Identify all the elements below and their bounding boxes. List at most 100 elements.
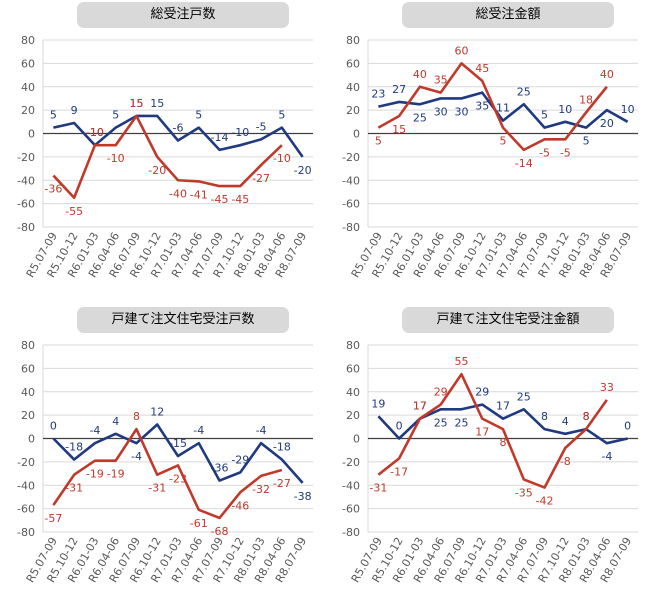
y-tick-label: 20 bbox=[346, 409, 360, 422]
data-label-series-2: -40 bbox=[169, 187, 187, 200]
data-label-series-1: 25 bbox=[413, 111, 427, 124]
line-chart: -80-60-40-20020406080R5.07-09R5.10-12R6.… bbox=[17, 34, 313, 280]
data-label-series-2: -46 bbox=[231, 499, 249, 512]
data-label-series-1: -4 bbox=[131, 450, 142, 463]
data-label-series-1: 27 bbox=[392, 83, 406, 96]
data-label-series-2: -45 bbox=[231, 193, 249, 206]
data-label-series-1: 15 bbox=[129, 97, 143, 110]
data-label-series-2: -10 bbox=[107, 152, 125, 165]
y-tick-label: 0 bbox=[353, 128, 360, 141]
y-tick-label: 0 bbox=[28, 128, 35, 141]
data-label-series-2: 8 bbox=[583, 410, 590, 423]
data-label-series-2: -32 bbox=[252, 483, 270, 496]
data-label-series-1: 5 bbox=[112, 109, 119, 122]
y-tick-label: 20 bbox=[21, 409, 35, 422]
line-chart: -80-60-40-20020406080R5.07-09R5.10-12R6.… bbox=[342, 34, 638, 280]
data-label-series-2: -5 bbox=[560, 146, 571, 159]
series-line-1 bbox=[378, 91, 629, 129]
line-chart: -80-60-40-20020406080R5.07-09R5.10-12R6.… bbox=[342, 339, 638, 585]
y-tick-label: 80 bbox=[346, 339, 360, 352]
data-label-series-1: 15 bbox=[150, 97, 164, 110]
chart-title: 戸建て注文住宅受注戸数 bbox=[77, 307, 289, 333]
data-label-series-1: -18 bbox=[65, 441, 83, 454]
data-label-series-2: -10 bbox=[273, 152, 291, 165]
data-label-series-2: -19 bbox=[86, 468, 104, 481]
y-tick-label: 20 bbox=[21, 104, 35, 117]
y-tick-label: 40 bbox=[346, 81, 360, 94]
y-tick-label: -80 bbox=[342, 221, 360, 234]
chart-panel-custom-house-amount: 戸建て注文住宅受注金額 -80 -60 -40 -20 0 20 40 60 80 R5.07-0… bbox=[325, 305, 650, 610]
data-label-series-2: -61 bbox=[190, 517, 208, 530]
data-label-series-1: 8 bbox=[583, 410, 590, 423]
series-line-2 bbox=[377, 62, 608, 152]
chart-title: 総受注戸数 bbox=[77, 2, 289, 28]
data-label-series-1: 12 bbox=[150, 405, 164, 418]
data-label-series-2: -35 bbox=[515, 486, 533, 499]
y-tick-label: 60 bbox=[346, 362, 360, 375]
data-label-series-2: 15 bbox=[129, 97, 143, 110]
y-tick-label: -60 bbox=[17, 503, 35, 516]
data-label-series-2: -20 bbox=[148, 164, 166, 177]
data-label-series-2: -68 bbox=[211, 525, 229, 538]
data-label-series-1: -29 bbox=[231, 453, 249, 466]
y-tick-label: -40 bbox=[342, 174, 360, 187]
data-label-series-2: 17 bbox=[413, 400, 427, 413]
line-chart: -80-60-40-20020406080R5.07-09R5.10-12R6.… bbox=[17, 339, 313, 585]
data-label-series-2: -45 bbox=[211, 193, 229, 206]
data-label-series-1: 10 bbox=[558, 103, 572, 116]
data-label-series-1: 11 bbox=[496, 102, 510, 115]
data-label-series-1: 8 bbox=[541, 410, 548, 423]
data-label-series-2: -31 bbox=[148, 482, 166, 495]
data-label-series-2: -8 bbox=[560, 455, 571, 468]
series-line-2 bbox=[52, 114, 283, 200]
data-label-series-1: -10 bbox=[231, 126, 249, 139]
data-label-series-1: 5 bbox=[583, 135, 590, 148]
y-tick-label: 40 bbox=[21, 81, 35, 94]
y-tick-label: 40 bbox=[346, 386, 360, 399]
data-label-series-2: -27 bbox=[273, 477, 291, 490]
y-tick-label: 60 bbox=[346, 57, 360, 70]
data-label-series-2: 18 bbox=[579, 93, 593, 106]
y-tick-label: 60 bbox=[21, 57, 35, 70]
data-label-series-2: -31 bbox=[369, 482, 387, 495]
data-label-series-2: 33 bbox=[600, 381, 614, 394]
y-tick-label: 20 bbox=[346, 104, 360, 117]
data-label-series-2: 15 bbox=[392, 123, 406, 136]
data-label-series-2: 55 bbox=[454, 355, 468, 368]
data-label-series-1: 20 bbox=[600, 117, 614, 130]
data-label-series-1: 19 bbox=[371, 397, 385, 410]
y-tick-label: 60 bbox=[21, 362, 35, 375]
data-label-series-1: 17 bbox=[413, 400, 427, 413]
y-tick-label: -60 bbox=[342, 503, 360, 516]
data-label-series-2: -5 bbox=[539, 146, 550, 159]
data-label-series-1: 5 bbox=[278, 109, 285, 122]
data-label-series-2: 40 bbox=[413, 68, 427, 81]
data-label-series-2: 35 bbox=[434, 74, 448, 87]
data-label-series-1: 25 bbox=[517, 85, 531, 98]
data-label-series-1: 17 bbox=[496, 400, 510, 413]
data-label-series-1: 5 bbox=[541, 109, 548, 122]
data-label-series-1: -15 bbox=[169, 437, 187, 450]
data-label-series-2: -23 bbox=[169, 472, 187, 485]
data-label-series-1: -5 bbox=[256, 120, 267, 133]
series-line-2 bbox=[377, 372, 608, 489]
data-label-series-2: -19 bbox=[107, 468, 125, 481]
data-label-series-2: -55 bbox=[65, 205, 83, 218]
data-label-series-2: 45 bbox=[475, 62, 489, 75]
data-label-series-2: 5 bbox=[375, 135, 382, 148]
y-tick-label: 80 bbox=[21, 34, 35, 47]
series-line-2 bbox=[52, 427, 283, 520]
data-label-series-2: 5 bbox=[500, 135, 507, 148]
y-tick-label: 0 bbox=[28, 433, 35, 446]
data-label-series-1: 0 bbox=[624, 420, 631, 433]
data-label-series-1: -38 bbox=[294, 490, 312, 503]
data-label-series-1: 23 bbox=[371, 88, 385, 101]
y-tick-label: 80 bbox=[346, 34, 360, 47]
y-tick-label: -40 bbox=[17, 479, 35, 492]
data-label-series-1: -14 bbox=[211, 131, 229, 144]
chart-panel-total-orders-amount: 総受注金額 -80 -60 -40 -20 0 20 40 60 80 R5.07-09 R5.10… bbox=[325, 0, 650, 305]
series-line-1 bbox=[52, 423, 304, 484]
data-label-series-2: 8 bbox=[133, 410, 140, 423]
data-label-series-1: -4 bbox=[256, 424, 267, 437]
data-label-series-2: -31 bbox=[65, 482, 83, 495]
